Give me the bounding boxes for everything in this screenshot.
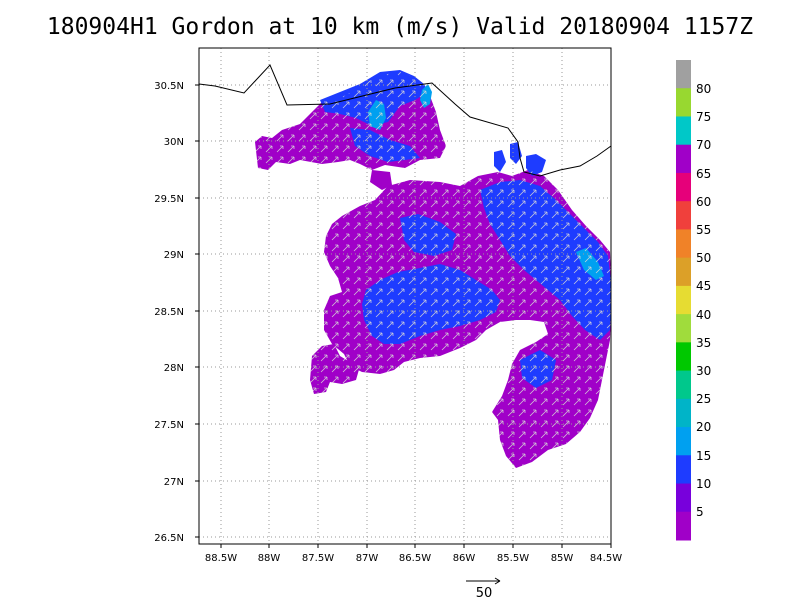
colorbar-label: 15	[696, 449, 711, 463]
lat-tick-label: 28N	[164, 363, 184, 374]
colorbar-label: 25	[696, 392, 711, 406]
colorbar-swatch	[676, 116, 691, 146]
colorbar-label: 45	[696, 279, 711, 293]
colorbar-swatches	[676, 60, 691, 541]
colorbar-swatch	[676, 88, 691, 117]
colorbar-label: 75	[696, 110, 711, 124]
lon-tick-label: 85W	[551, 553, 574, 564]
colorbar-swatch	[676, 483, 691, 513]
lon-tick-label: 88.5W	[205, 553, 237, 564]
colorbar-swatch	[676, 455, 691, 485]
colorbar-label: 30	[696, 364, 711, 378]
colorbar-label: 35	[696, 336, 711, 350]
colorbar-swatch	[676, 370, 691, 400]
reference-vector-label: 50	[476, 586, 493, 600]
colorbar-label: 20	[696, 420, 711, 434]
colorbar: 80 75 70 65 60 55 50 45 40 35 30 25 20 1…	[676, 60, 711, 541]
colorbar-label: 80	[696, 82, 711, 96]
colorbar-label: 70	[696, 138, 711, 152]
lat-tick-label: 28.5N	[154, 307, 184, 318]
lon-axis: 88.5W 88W 87.5W 87W 86.5W 86W 85.5W 85W …	[205, 544, 622, 564]
colorbar-swatch	[676, 172, 691, 202]
grid-lines	[199, 48, 611, 544]
colorbar-swatch	[676, 427, 691, 456]
lat-tick-label: 26.5N	[154, 533, 184, 544]
lon-tick-label: 86.5W	[399, 553, 431, 564]
lon-tick-label: 87W	[356, 553, 379, 564]
colorbar-label: 5	[696, 505, 704, 519]
colorbar-swatch	[676, 257, 691, 287]
lat-tick-label: 29N	[164, 250, 184, 261]
colorbar-label: 65	[696, 167, 711, 181]
colorbar-label: 40	[696, 308, 711, 322]
lat-tick-label: 27N	[164, 477, 184, 488]
lat-tick-label: 27.5N	[154, 420, 184, 431]
colorbar-swatch	[676, 314, 691, 343]
lon-tick-label: 84.5W	[590, 553, 622, 564]
colorbar-swatch	[676, 60, 691, 89]
colorbar-label: 50	[696, 251, 711, 265]
lon-tick-label: 85.5W	[497, 553, 529, 564]
lon-tick-label: 87.5W	[302, 553, 334, 564]
colorbar-swatch	[676, 398, 691, 428]
colorbar-swatch	[676, 201, 691, 230]
coastline	[198, 64, 612, 177]
colorbar-swatch	[676, 229, 691, 259]
reference-vector: 50	[466, 577, 501, 600]
colorbar-swatch	[676, 285, 691, 315]
colorbar-swatch	[676, 511, 691, 541]
colorbar-swatch	[676, 342, 691, 372]
colorbar-swatch	[676, 144, 691, 174]
plot-frame	[198, 47, 612, 545]
lon-tick-label: 88W	[258, 553, 281, 564]
lat-tick-label: 30N	[164, 137, 184, 148]
map-title: 180904H1 Gordon at 10 km (m/s) Valid 201…	[46, 14, 754, 40]
colorbar-label: 60	[696, 195, 711, 209]
lat-axis: 30.5N 30N 29.5N 29N 28.5N 28N 27.5N 27N …	[154, 81, 199, 544]
colorbar-label: 55	[696, 223, 711, 237]
lat-tick-label: 30.5N	[154, 81, 184, 92]
lon-tick-label: 86W	[453, 553, 476, 564]
colorbar-label: 10	[696, 477, 711, 491]
lat-tick-label: 29.5N	[154, 194, 184, 205]
